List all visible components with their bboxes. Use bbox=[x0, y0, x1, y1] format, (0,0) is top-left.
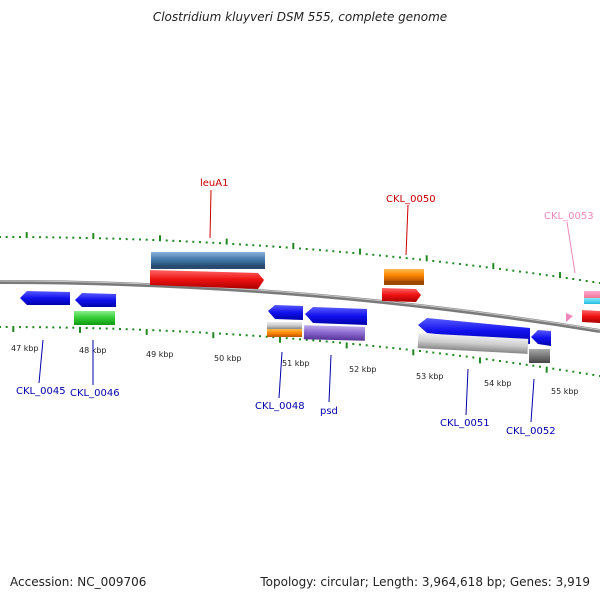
accession-text: Accession: NC_009706 bbox=[10, 575, 147, 589]
gene-arrow[interactable] bbox=[75, 293, 116, 307]
genome-backbone bbox=[0, 280, 600, 333]
gene-arrow[interactable] bbox=[305, 307, 367, 325]
gene-feature[interactable] bbox=[74, 311, 115, 325]
gene-label-psd[interactable]: psd bbox=[320, 406, 338, 417]
scale-label: 49 kbp bbox=[146, 350, 174, 359]
reverse-features bbox=[20, 291, 551, 363]
gene-feature[interactable] bbox=[267, 322, 302, 329]
gene-arrow[interactable] bbox=[531, 330, 551, 346]
gene-label-ckl-0045[interactable]: CKL_0045 bbox=[16, 386, 66, 397]
gene-arrow[interactable] bbox=[418, 318, 530, 344]
gene-feature[interactable] bbox=[151, 252, 265, 265]
scale-label: 47 kbp bbox=[11, 344, 39, 353]
gene-feature[interactable] bbox=[267, 329, 302, 337]
forward-features bbox=[150, 252, 600, 323]
gene-arrow[interactable] bbox=[566, 313, 573, 322]
gene-label-ckl-0050[interactable]: CKL_0050 bbox=[386, 194, 436, 205]
gene-arrow[interactable] bbox=[582, 310, 600, 323]
gene-arrow[interactable] bbox=[268, 305, 303, 320]
gene-label-ckl-0052[interactable]: CKL_0052 bbox=[506, 426, 556, 437]
scale-label: 51 kbp bbox=[282, 359, 310, 368]
gene-arrow[interactable] bbox=[382, 288, 421, 302]
gene-label-leuA1[interactable]: leuA1 bbox=[200, 178, 228, 189]
genome-summary-text: Topology: circular; Length: 3,964,618 bp… bbox=[260, 575, 590, 589]
gene-feature[interactable] bbox=[584, 291, 600, 298]
gene-feature[interactable] bbox=[384, 269, 424, 281]
scale-label: 52 kbp bbox=[349, 365, 377, 374]
gene-label-ckl-0048[interactable]: CKL_0048 bbox=[255, 401, 305, 412]
map-title: Clostridium kluyveri DSM 555, complete g… bbox=[152, 10, 448, 24]
gene-feature[interactable] bbox=[529, 349, 550, 363]
scale-label: 54 kbp bbox=[484, 379, 512, 388]
gene-label-ckl-0046[interactable]: CKL_0046 bbox=[70, 388, 120, 399]
gene-arrow[interactable] bbox=[150, 270, 264, 289]
scale-label: 50 kbp bbox=[214, 354, 242, 363]
gene-label-ckl-0051[interactable]: CKL_0051 bbox=[440, 418, 490, 429]
gene-feature[interactable] bbox=[303, 325, 366, 341]
tick-marks bbox=[0, 232, 600, 377]
gene-labels: leuA1 CKL_0050 CKL_0053 CKL_0045 CKL_004… bbox=[16, 178, 594, 437]
leader-lines bbox=[38, 189, 576, 423]
gene-label-ckl-0053[interactable]: CKL_0053 bbox=[544, 211, 594, 222]
gene-feature[interactable] bbox=[584, 298, 600, 304]
scale-label: 53 kbp bbox=[416, 372, 444, 381]
gene-feature[interactable] bbox=[417, 333, 529, 354]
gene-arrow[interactable] bbox=[20, 291, 70, 305]
scale-label: 55 kbp bbox=[551, 387, 579, 396]
